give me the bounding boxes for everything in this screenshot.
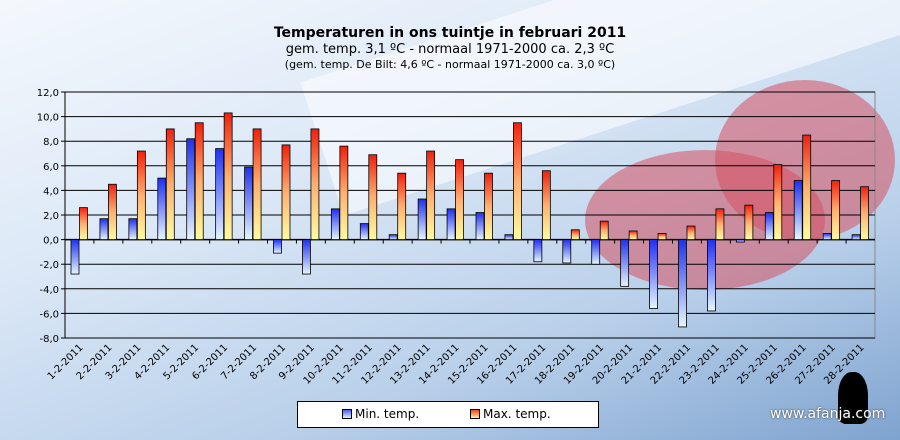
bar-min-temp — [128, 218, 138, 241]
bar-min-temp — [822, 233, 832, 240]
bar-max-temp — [136, 150, 146, 240]
bar-min-temp — [851, 234, 861, 240]
bar-max-temp — [194, 122, 204, 240]
bar-max-temp — [513, 122, 522, 240]
legend-item-min: Min. temp. — [342, 407, 419, 421]
bar-max-temp — [657, 233, 667, 240]
bar-max-temp — [860, 186, 869, 241]
y-tick-label: -6,0 — [39, 309, 59, 320]
bar-min-temp — [562, 239, 572, 264]
y-tick-label: 10,0 — [37, 113, 59, 124]
bar-max-temp — [79, 207, 88, 240]
legend-label-max: Max. temp. — [483, 407, 551, 421]
bar-max-temp — [484, 172, 493, 240]
bar-max-temp — [541, 170, 551, 240]
legend-swatch-max — [470, 409, 480, 419]
bar-min-temp — [417, 198, 427, 240]
y-tick-label: -2,0 — [39, 260, 59, 271]
bar-min-temp — [591, 239, 601, 265]
legend-item-max: Max. temp. — [470, 407, 551, 421]
bar-min-temp — [620, 239, 630, 287]
bar-max-temp — [744, 204, 754, 241]
bar-max-temp — [310, 128, 320, 240]
bar-min-temp — [70, 239, 80, 275]
bar-min-temp — [388, 234, 398, 240]
legend: Min. temp. Max. temp. — [297, 401, 599, 428]
bar-min-temp — [504, 234, 514, 240]
y-tick-label: 0,0 — [43, 236, 59, 247]
chart-subtitle-2: (gem. temp. De Bilt: 4,6 ºC - normaal 19… — [284, 58, 616, 71]
bar-max-temp — [628, 230, 638, 241]
bar-min-temp — [735, 239, 745, 243]
bar-max-temp — [773, 164, 783, 241]
bar-min-temp — [793, 180, 803, 240]
y-tick-label: 6,0 — [43, 162, 59, 173]
bar-max-temp — [165, 128, 175, 240]
bar-min-temp — [99, 218, 109, 241]
bar-max-temp — [831, 180, 841, 240]
bar-min-temp — [302, 239, 311, 275]
y-tick-label: 12,0 — [37, 88, 59, 99]
bar-max-temp — [570, 229, 580, 240]
bar-min-temp — [186, 138, 196, 241]
bar-max-temp — [368, 154, 378, 240]
legend-label-min: Min. temp. — [355, 407, 420, 421]
y-tick-label: 8,0 — [43, 137, 59, 148]
bar-max-temp — [223, 112, 233, 241]
bar-min-temp — [533, 239, 543, 263]
bar-max-temp — [426, 150, 436, 240]
legend-swatch-min — [342, 409, 352, 419]
bar-max-temp — [252, 128, 262, 240]
bar-min-temp — [764, 212, 774, 240]
bar-min-temp — [678, 239, 687, 328]
bar-min-temp — [475, 212, 485, 240]
silhouette-logo — [838, 372, 868, 424]
chart-titles: Temperaturen in ons tuintje in februari … — [0, 24, 900, 72]
bar-max-temp — [686, 225, 696, 241]
chart-subtitle: gem. temp. 3,1 ºC - normaal 1971-2000 ca… — [285, 42, 615, 57]
bar-max-temp — [802, 134, 812, 241]
bar-min-temp — [649, 239, 658, 309]
bar-max-temp — [281, 144, 291, 240]
bar-min-temp — [273, 239, 282, 254]
bar-min-temp — [215, 148, 225, 240]
bar-max-temp — [455, 159, 464, 240]
bar-min-temp — [157, 177, 167, 241]
bar-min-temp — [359, 223, 369, 241]
y-tick-label: -8,0 — [39, 334, 59, 345]
bar-min-temp — [330, 208, 340, 241]
bar-max-temp — [108, 183, 117, 240]
bar-min-temp — [707, 239, 716, 312]
bar-max-temp — [599, 220, 609, 240]
y-tick-label: 4,0 — [43, 186, 59, 197]
bar-min-temp — [244, 166, 253, 240]
bar-min-temp — [446, 208, 456, 241]
chart-title: Temperaturen in ons tuintje in februari … — [273, 25, 627, 41]
watermark: www.afanja.com — [770, 406, 886, 422]
bar-max-temp — [715, 208, 725, 241]
bar-max-temp — [339, 145, 349, 240]
y-tick-label: 2,0 — [43, 211, 59, 222]
bar-max-temp — [397, 172, 407, 240]
y-tick-label: -4,0 — [39, 285, 59, 296]
